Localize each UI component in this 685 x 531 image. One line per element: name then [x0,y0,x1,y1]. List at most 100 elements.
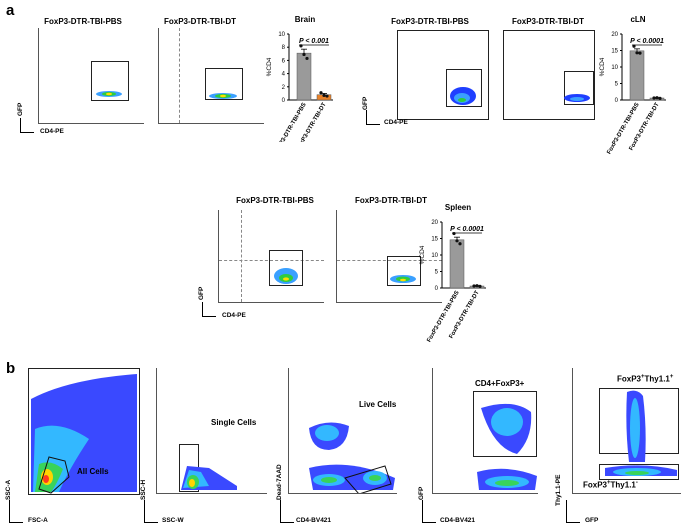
y-tick-label: 5 [615,82,619,88]
density-plot [309,422,395,495]
data-point [632,44,636,48]
axis-arrow-h [566,522,580,523]
data-point [638,51,642,55]
data-point [305,56,309,61]
data-point [475,284,479,288]
flow-title-spleen-pbs: FoxP3-DTR-TBI-PBS [236,196,314,205]
y-axis-label: GFP [17,102,24,116]
density-plot [29,369,139,494]
y-tick-label: 0 [615,98,619,104]
axis-arrow-h [422,522,436,523]
gate-box [205,68,243,100]
bar [296,52,312,101]
flow-plot-cln-dt [503,30,595,120]
quadrant-line [219,260,324,261]
cell-cluster [209,93,237,99]
y-axis-label: Dead-7AAD [276,464,283,500]
flow-plot-brain-dt [158,28,264,124]
flow-plot-ssc-w-ssc-h: Single Cells [156,368,267,494]
data-point [652,96,656,100]
gate-label-cd4-foxp3: CD4+FoxP3+ [475,379,525,388]
flow-plot-gfp-thy11: FoxP3+Thy1.1+ FoxP3+Thy1.1- [572,368,681,494]
axis-arrow-v [9,500,10,522]
cell-cluster [96,91,122,97]
flow-plot-cln-pbs [397,30,489,120]
p-value-annotation: P < 0.0001 [450,226,484,233]
data-point [635,51,639,55]
bar-chart-cln: cLN05101520%CD4FoxP3-DTR-TBI-PBSFoxP3-DT… [599,15,666,156]
axis-arrow-v [280,500,281,522]
cell-cluster [390,275,416,283]
flow-title-spleen-dt: FoxP3-DTR-TBI-DT [355,196,427,205]
gate-label-foxp3-thy11-neg: FoxP3+Thy1.1- [583,480,638,490]
chart-title: Brain [295,15,316,24]
flow-plot-cd4-gfp: CD4+FoxP3+ [432,368,538,494]
flow-plot-fsc-ssc: All Cells [28,368,140,495]
bar-chart-brain: Brain0246810%CD4FoxP3-DTR-TBI-PBSFoxP3-D… [266,15,333,142]
y-tick-label: 5 [435,270,439,276]
panel-a-label: a [6,2,15,19]
y-axis-label: %CD4 [266,57,273,76]
density-plot [477,403,537,490]
gate-box-bottom [599,464,679,480]
flow-title-brain-dt: FoxP3-DTR-TBI-DT [164,17,236,26]
density-plot [181,466,237,490]
y-tick-label: 0 [282,98,286,104]
axis-arrow-v [20,118,21,132]
gate-box [91,61,129,101]
flow-title-brain-pbs: FoxP3-DTR-TBI-PBS [44,17,122,26]
axis-arrow-v [366,110,367,124]
axis-arrow-h [202,316,216,317]
chart-title: cLN [630,15,645,24]
y-axis-label: Thy1.1-PE [555,474,562,506]
chart-title: Spleen [445,203,471,212]
flow-plot-cd4-dead: Live Cells [288,368,397,495]
gate-box [564,71,594,105]
x-axis-label: CD4-BV421 [440,517,476,524]
data-point [325,94,329,98]
axis-arrow-h [280,522,294,523]
data-point [478,284,482,288]
axis-arrow-h [144,522,158,523]
y-axis-label: GFP [418,486,425,500]
p-value-annotation: P < 0.001 [299,38,329,45]
flow-title-cln-dt: FoxP3-DTR-TBI-DT [512,17,584,26]
flow-plot-brain-pbs [38,28,144,124]
y-axis-label: GFP [198,286,205,300]
y-tick-label: 20 [431,220,438,226]
gate-label-all-cells: All Cells [77,467,109,476]
y-tick-label: 10 [278,32,285,38]
y-tick-label: 10 [611,65,618,71]
gate-label-live-cells: Live Cells [359,400,397,409]
x-axis-label: GFP [585,517,599,524]
axis-arrow-v [144,500,145,522]
data-point [322,93,326,97]
y-tick-label: 4 [282,72,286,78]
gate-label-single-cells: Single Cells [211,418,257,427]
gate-box [387,256,421,286]
cell-cluster [450,87,476,105]
x-axis-label: CD4-PE [384,119,408,126]
axis-arrow-h [366,124,380,125]
flow-title-cln-pbs: FoxP3-DTR-TBI-PBS [391,17,469,26]
y-axis-label: SSC-A [5,479,12,500]
y-tick-label: 6 [282,58,286,64]
flow-plot-spleen-dt [336,210,442,303]
axis-arrow-v [566,500,567,522]
quadrant-line [337,260,442,261]
gate-box [446,69,482,107]
x-axis-label: SSC-W [162,517,184,524]
bar [449,239,465,289]
data-point [658,96,662,100]
y-axis-label: GFP [362,96,369,110]
panel-b-label: b [6,360,16,377]
flow-plot-spleen-pbs [218,210,324,303]
y-axis-label: %CD4 [419,245,426,264]
y-tick-label: 0 [435,286,439,292]
y-tick-label: 20 [611,32,618,38]
x-axis-label: CD4-BV421 [296,517,332,524]
bar [629,50,645,101]
gate-box [269,250,303,286]
quadrant-line [179,28,180,123]
p-value-annotation: P < 0.0001 [630,38,664,45]
